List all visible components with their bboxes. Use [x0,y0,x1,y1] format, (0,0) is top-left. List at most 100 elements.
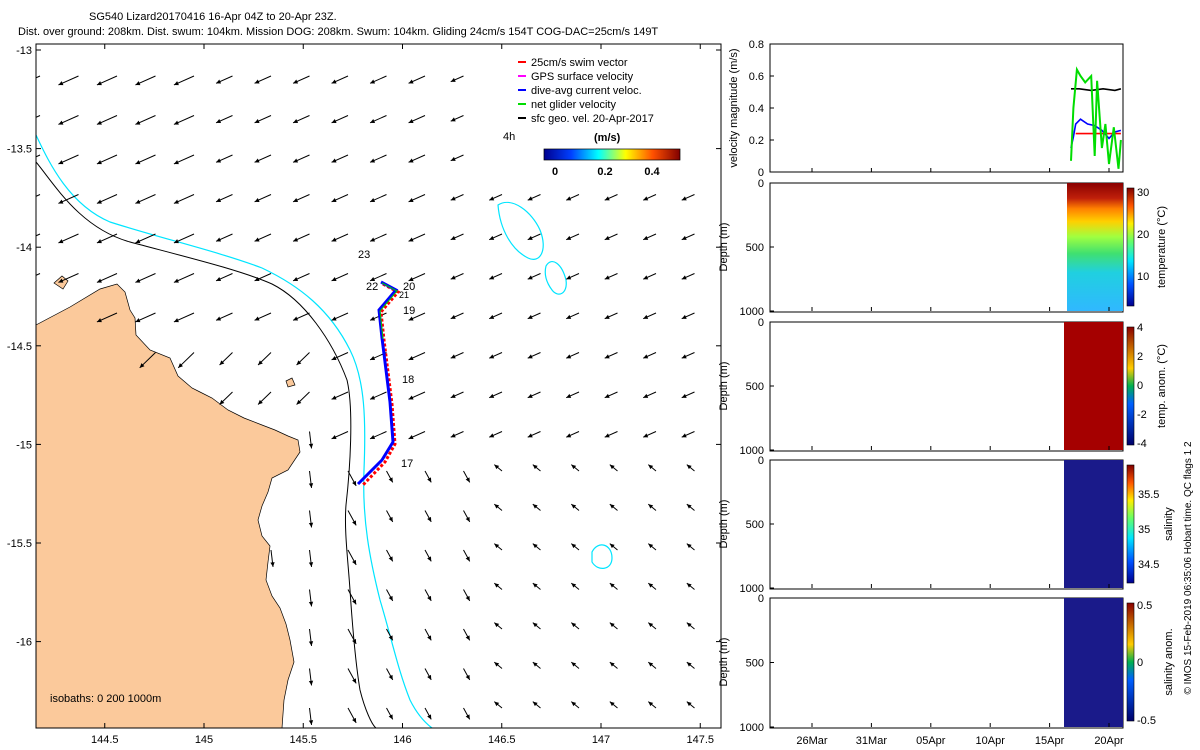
map-x-tick-label: 144.5 [91,734,119,746]
map-y-tick-label: -13.5 [7,144,32,156]
velocity-arrow-head [494,622,500,628]
velocity-arrow-head [135,81,141,86]
map-x-tick-label: 146 [393,734,411,746]
isobath-note: isobaths: 0 200 1000m [50,693,161,705]
velocity-arrow-head [450,117,456,122]
velocity-arrow-head [408,158,414,163]
velocity-arrow-head [609,464,615,470]
velocity-axes [769,43,1124,173]
day-label-23: 23 [358,249,370,261]
velocity-arrow-head [532,464,538,470]
velocity-arrow-head [465,714,470,720]
velocity-arrow-head [352,520,357,526]
velocity-arrow-head [465,595,470,601]
temp-anomaly-ylabel: Depth (m) [718,362,730,411]
velocity-arrow-head [178,363,183,368]
velocity-arrow-head [293,277,299,281]
velocity-arrow-head [388,556,393,562]
velocity-arrow-head [566,354,572,359]
date-tick-label: 15Apr [1035,735,1065,747]
velocity-arrow-head [571,464,577,470]
velocity-arrow-shaft [610,741,618,747]
velocity-arrow-head [308,443,314,449]
velocity-arrow-head [604,235,610,240]
island-2 [285,377,296,388]
velocity-arrow-head [643,275,649,280]
velocity-arrow-head [216,277,222,281]
temp-anomaly-section [1064,322,1123,450]
legend-label: GPS surface velocity [531,71,634,83]
velocity-arrow-head [643,314,649,319]
salinity-anomaly-panel: 0.5 0 -0.5 salinity anom. Depth (m) [718,597,1175,729]
velocity-tick-label: 0 [758,167,764,179]
temp-anomaly-cbar-tick-4: 4 [1137,322,1143,334]
velocity-arrow-head [532,543,538,549]
velocity-arrow-head [408,79,414,84]
velocity-arrow-head [216,316,222,321]
velocity-arrow-head [489,354,495,359]
depth-tick-label: 0 [758,317,764,329]
velocity-arrow-head [58,239,64,244]
velocity-arrow-head [96,199,102,204]
velocity-arrow-head [604,354,610,359]
temp-anomaly-cbar-tick-m2: -2 [1137,409,1147,421]
velocity-arrow-head [20,121,25,125]
velocity-arrow-head [609,583,615,588]
velocity-arrow-head [135,160,141,165]
velocity-arrow-head [427,714,432,720]
map-y-tick-label: -15.5 [7,538,32,550]
velocity-arrow-head [139,363,145,368]
velocity-tick-label: 0.6 [749,71,764,83]
glider-track [356,280,401,488]
velocity-arrow-head [293,198,299,202]
velocity-arrow-head [604,393,610,398]
velocity-arrow-head [370,316,376,321]
velocity-arrow-head [270,562,275,567]
velocity-arrow-head [643,393,649,398]
salinity-cbar-tick-355: 35.5 [1138,489,1159,501]
map-panel: 23 22 21 20 19 18 17 144.5 145 145.5 146 146… [7,43,722,747]
velocity-arrow-head [308,720,314,725]
velocity-arrow-head [686,701,692,707]
velocity-arrow-head [331,158,337,163]
velocity-arrow-head [427,477,432,483]
velocity-arrow-shaft [36,115,41,118]
velocity-arrow-head [648,543,654,549]
velocity-arrow-head [173,278,179,283]
velocity-arrow-head [427,516,432,522]
velocity-arrow-head [648,464,654,470]
velocity-arrow-head [571,583,577,588]
velocity-arrow-head [219,360,225,366]
velocity-series-line [1070,66,1122,169]
salinity-colorbar [1126,464,1135,584]
velocity-arrow-head [254,79,260,84]
velocity-arrow-head [352,717,357,723]
track-swim-vector [360,282,401,488]
velocity-arrow-head [388,595,393,601]
velocity-arrow-shaft [36,233,41,237]
velocity-arrow-head [296,360,302,366]
velocity-arrow-head [331,316,337,321]
velocity-arrow-head [388,516,393,522]
date-tick-label: 20Apr [1094,735,1124,747]
velocity-arrow-head [173,160,179,165]
velocity-arrow-head [681,393,687,398]
depth-tick-label: 1000 [740,722,764,734]
velocity-arrow-head [331,79,337,84]
velocity-arrow-head [96,81,102,86]
velocity-arrow-head [408,316,414,321]
velocity-arrow-head [450,433,456,438]
legend-label: net glider velocity [531,99,616,111]
map-frame [35,43,722,729]
velocity-arrow-head [352,599,357,605]
velocity-arrow-head [216,158,222,163]
velocity-arrow-head [533,741,538,746]
velocity-arrow-head [527,275,533,280]
velocity-arrow-head [58,278,64,283]
velocity-arrow-head [370,435,376,439]
velocity-arrow-head [370,395,376,400]
temp-anomaly-cbar-label: temp. anom. (°C) [1156,344,1168,428]
day-label-19: 19 [403,305,415,317]
velocity-arrow-head [331,237,337,242]
